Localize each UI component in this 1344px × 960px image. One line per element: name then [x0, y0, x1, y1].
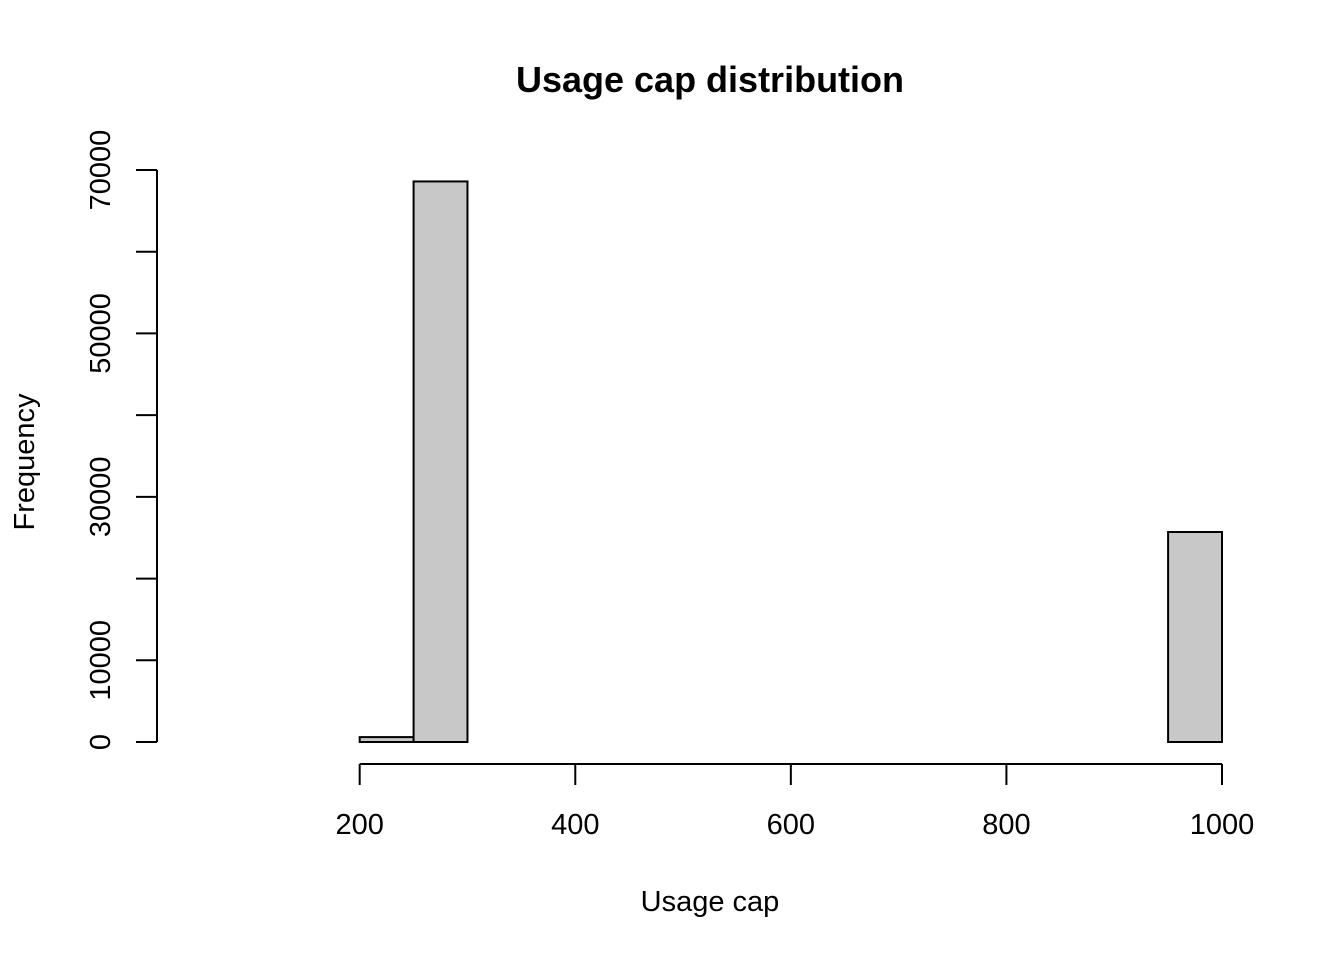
y-tick-label: 10000 [85, 620, 117, 701]
y-axis-label: Frequency [9, 393, 41, 531]
y-tick-label: 30000 [85, 457, 117, 538]
x-tick-label: 800 [982, 809, 1030, 841]
x-tick-label: 200 [335, 809, 383, 841]
bars-group [358, 180, 1223, 744]
x-axis: 200 400 600 800 1000 [335, 763, 1255, 841]
histogram-bar [412, 180, 469, 743]
y-axis: 0 10000 30000 50000 70000 [85, 130, 158, 750]
y-tick-label: 70000 [85, 130, 117, 211]
x-axis-label: Usage cap [641, 886, 780, 918]
y-tick-label: 50000 [85, 293, 117, 374]
x-tick-label: 1000 [1190, 809, 1255, 841]
y-tick-label: 0 [85, 734, 117, 750]
chart-title: Usage cap distribution [516, 59, 904, 100]
histogram-bar [358, 736, 415, 744]
histogram-bar [1167, 530, 1223, 743]
x-tick-label: 600 [767, 809, 815, 841]
x-tick-label: 400 [551, 809, 599, 841]
